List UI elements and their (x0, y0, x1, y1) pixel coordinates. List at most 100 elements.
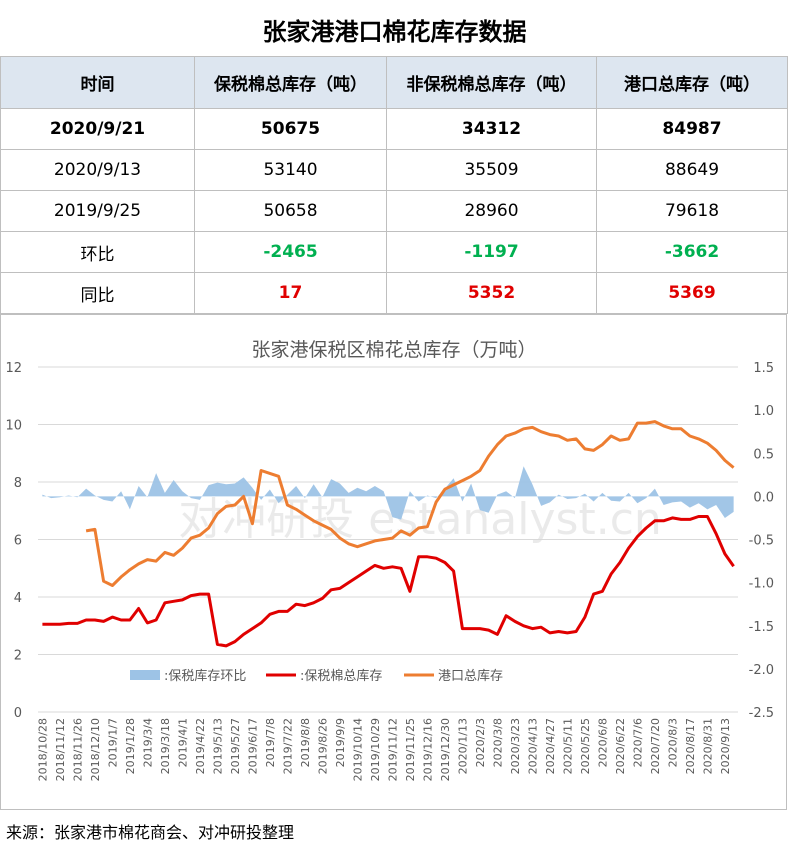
watermark-text: 对冲研投 estanalyst.cn (178, 494, 662, 545)
x-tick-label: 2020/8/17 (684, 718, 697, 774)
legend-label: :保税棉总库存 (300, 668, 382, 684)
x-tick-label: 2020/8/3 (666, 718, 679, 767)
page-title: 张家港港口棉花库存数据 (262, 18, 527, 46)
inventory-table: 时间 保税棉总库存（吨） 非保税棉总库存（吨） 港口总库存（吨） 2020/9/… (0, 56, 788, 314)
x-tick-label: 2019/11/12 (386, 718, 399, 781)
x-tick-label: 2020/7/20 (649, 718, 662, 774)
non-bonded-change: -1197 (386, 231, 597, 273)
x-tick-label: 2019/12/16 (421, 718, 434, 781)
port-yoy: 5369 (596, 272, 788, 314)
x-tick-label: 2020/9/13 (719, 718, 732, 774)
x-tick-label: 2020/5/25 (579, 718, 592, 774)
legend-swatch-bar (130, 670, 160, 680)
x-axis: 2018/10/28 2018/11/12 2018/11/26 2018/12/10… (36, 718, 732, 781)
header-bonded-stock: 保税棉总库存（吨） (194, 56, 387, 109)
y-right-tick-label: -0.5 (749, 534, 774, 549)
x-tick-label: 2019/10/14 (351, 718, 364, 781)
inventory-chart: 张家港保税区棉花总库存（万吨） 对冲研投 estanalyst.cn 0 2 4 6 8… (5, 339, 774, 781)
x-tick-label: 2019/4/1 (176, 718, 189, 767)
x-tick-label: 2020/1/13 (456, 718, 469, 774)
x-tick-label: 2019/11/25 (404, 718, 417, 781)
x-tick-label: 2020/6/22 (614, 718, 627, 774)
table-header-row: 时间 保税棉总库存（吨） 非保税棉总库存（吨） 港口总库存（吨） (0, 56, 788, 109)
bonded-value: 50675 (194, 108, 387, 150)
row-label: 同比 (0, 272, 195, 314)
bonded-change-area (42, 466, 734, 520)
x-tick-label: 2019/12/30 (439, 718, 452, 781)
x-tick-label: 2019/4/22 (194, 718, 207, 774)
bonded-change: -2465 (194, 231, 387, 273)
x-tick-label: 2020/6/8 (596, 718, 609, 767)
bonded-value: 50658 (194, 190, 387, 232)
y-right-tick-label: -2.5 (749, 706, 774, 721)
bonded-yoy: 17 (194, 272, 387, 314)
table-row: 环比 -2465 -1197 -3662 (0, 231, 788, 273)
table-row: 2020/9/13 53140 35509 88649 (0, 149, 788, 191)
y-left-tick-label: 12 (5, 361, 22, 376)
x-tick-label: 2018/11/12 (54, 718, 67, 781)
port-change: -3662 (596, 231, 788, 273)
y-left-tick-label: 6 (14, 534, 22, 549)
y-right-tick-label: -1.0 (749, 577, 774, 592)
x-tick-label: 2018/11/26 (71, 718, 84, 781)
y-left-tick-label: 8 (14, 476, 22, 491)
legend-label: 港口总库存 (438, 668, 503, 684)
y-left-tick-label: 4 (14, 591, 22, 606)
x-tick-label: 2019/6/17 (246, 718, 259, 774)
y-right-tick-label: -2.0 (749, 663, 774, 678)
right-axis: 1.5 1.0 0.5 0.0 -0.5 -1.0 -1.5 -2.0 -2.5 (749, 361, 774, 721)
x-tick-label: 2019/7/8 (264, 718, 277, 767)
source-note: 来源：张家港市棉花商会、对冲研投整理 (6, 823, 295, 842)
non-bonded-yoy: 5352 (386, 272, 597, 314)
y-right-tick-label: 0.0 (753, 490, 774, 505)
port-value: 88649 (596, 149, 788, 191)
table-row: 2019/9/25 50658 28960 79618 (0, 190, 788, 232)
x-tick-label: 2019/1/28 (124, 718, 137, 774)
y-left-tick-label: 0 (14, 706, 22, 721)
bonded-stock-line (42, 515, 735, 648)
x-tick-label: 2019/9/9 (334, 718, 347, 767)
x-tick-label: 2019/1/7 (106, 718, 119, 767)
x-tick-label: 2019/10/29 (369, 718, 382, 781)
row-label: 环比 (0, 231, 195, 273)
row-date: 2020/9/13 (0, 149, 195, 191)
header-time: 时间 (0, 56, 195, 109)
header-port-stock: 港口总库存（吨） (596, 56, 788, 109)
x-tick-label: 2020/3/23 (509, 718, 522, 774)
table-row: 2020/9/21 50675 34312 84987 (0, 108, 788, 150)
x-tick-label: 2018/12/10 (89, 718, 102, 781)
chart-frame (0, 314, 787, 810)
legend-label: :保税库存环比 (164, 668, 246, 684)
x-tick-label: 2019/8/8 (299, 718, 312, 767)
x-tick-label: 2019/8/26 (316, 718, 329, 774)
x-tick-label: 2020/4/27 (544, 718, 557, 774)
x-tick-label: 2019/7/22 (281, 718, 294, 774)
non-bonded-value: 34312 (386, 108, 597, 150)
y-right-tick-label: 0.5 (753, 447, 774, 462)
x-tick-label: 2020/5/11 (561, 718, 574, 774)
x-tick-label: 2020/3/8 (491, 718, 504, 767)
x-tick-label: 2019/3/18 (159, 718, 172, 774)
x-tick-label: 2019/5/13 (211, 718, 224, 774)
x-tick-label: 2018/10/28 (36, 718, 49, 781)
x-tick-label: 2020/4/13 (526, 718, 539, 774)
port-stock-line (85, 420, 735, 587)
left-axis: 0 2 4 6 8 10 12 (5, 361, 22, 721)
row-date: 2020/9/21 (0, 108, 195, 150)
legend: :保税库存环比 :保税棉总库存 港口总库存 (130, 668, 503, 684)
header-non-bonded-stock: 非保税棉总库存（吨） (386, 56, 597, 109)
row-date: 2019/9/25 (0, 190, 195, 232)
x-tick-label: 2020/7/6 (631, 718, 644, 767)
bonded-value: 53140 (194, 149, 387, 191)
y-right-tick-label: 1.5 (753, 361, 774, 376)
y-right-tick-label: 1.0 (753, 404, 774, 419)
port-value: 84987 (596, 108, 788, 150)
chart-title: 张家港保税区棉花总库存（万吨） (251, 339, 536, 361)
x-tick-label: 2020/2/3 (474, 718, 487, 767)
y-left-tick-label: 10 (5, 419, 22, 434)
line-series (42, 420, 735, 648)
x-tick-label: 2019/5/27 (229, 718, 242, 774)
port-value: 79618 (596, 190, 788, 232)
table-row: 同比 17 5352 5369 (0, 272, 788, 314)
x-tick-label: 2020/8/31 (701, 718, 714, 774)
